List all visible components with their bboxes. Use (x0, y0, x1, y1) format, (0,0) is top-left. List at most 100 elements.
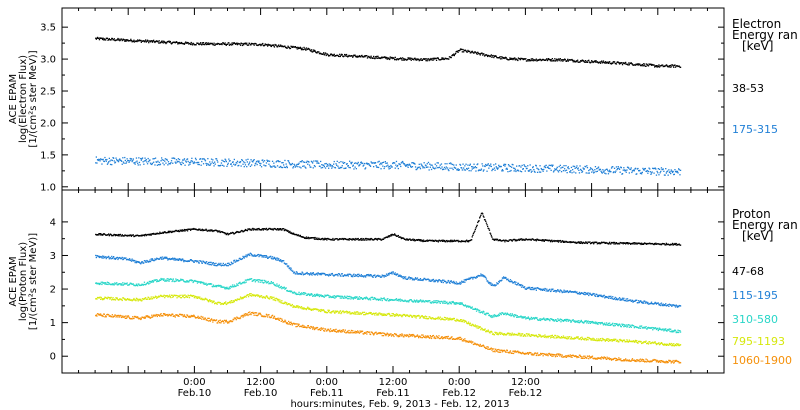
data-point (113, 256, 115, 258)
data-point (618, 243, 621, 245)
data-point (104, 156, 106, 159)
data-point (560, 241, 563, 243)
data-point (263, 164, 265, 166)
data-point (487, 163, 489, 165)
data-point (227, 265, 229, 267)
data-point (370, 237, 372, 240)
data-point (183, 230, 185, 232)
data-point (160, 160, 162, 162)
data-point (216, 230, 218, 232)
data-point (658, 328, 660, 330)
data-point (668, 169, 670, 171)
data-point (530, 58, 532, 60)
data-point (125, 39, 128, 41)
data-point (284, 45, 286, 47)
data-point (310, 49, 313, 51)
data-point (469, 164, 471, 166)
data-point (625, 171, 627, 173)
data-point (252, 279, 255, 282)
data-point (551, 164, 553, 166)
data-point (256, 163, 258, 166)
data-point (279, 287, 281, 289)
data-point (401, 59, 403, 61)
data-point (130, 40, 133, 42)
data-point (495, 239, 497, 241)
data-point (144, 40, 146, 42)
data-point (350, 238, 353, 240)
data-point (674, 171, 677, 173)
data-point (369, 239, 372, 241)
data-point (401, 161, 403, 163)
data-point (539, 318, 541, 320)
data-point (276, 165, 279, 167)
data-point (226, 43, 228, 45)
data-point (560, 59, 563, 61)
data-point (317, 51, 319, 53)
data-point (96, 255, 99, 257)
data-point (126, 158, 128, 160)
data-point (95, 37, 97, 39)
data-point (256, 228, 258, 230)
data-point (459, 163, 461, 166)
data-point (613, 171, 615, 173)
data-point (180, 163, 182, 165)
data-point (377, 237, 380, 240)
data-point (112, 284, 114, 286)
data-point (471, 307, 473, 309)
data-point (647, 172, 649, 174)
data-point (263, 279, 266, 282)
data-point (101, 233, 103, 235)
data-point (650, 173, 652, 175)
data-point (204, 159, 206, 161)
data-point (361, 54, 363, 57)
data-point (256, 44, 258, 46)
data-point (263, 256, 265, 258)
data-point (536, 171, 539, 173)
data-point (559, 164, 561, 166)
data-point (658, 66, 661, 68)
data-point (444, 300, 446, 302)
data-point (315, 238, 317, 240)
data-point (546, 170, 548, 172)
data-point (228, 44, 231, 46)
data-point (111, 299, 113, 301)
data-point (644, 327, 646, 329)
data-point (608, 324, 610, 326)
data-point (206, 43, 208, 46)
data-point (108, 255, 110, 258)
data-point (627, 64, 629, 66)
data-point (273, 46, 276, 48)
data-point (535, 316, 537, 319)
data-point (171, 157, 173, 159)
data-point (452, 54, 454, 56)
data-point (652, 64, 654, 66)
data-point (296, 272, 298, 274)
data-point (567, 320, 569, 322)
data-point (617, 168, 619, 170)
data-point (524, 316, 526, 319)
data-point (151, 40, 153, 42)
data-point (599, 322, 601, 324)
data-point (208, 164, 210, 166)
data-point (412, 162, 414, 164)
data-point (455, 303, 457, 305)
data-point (496, 238, 498, 240)
data-point (292, 292, 295, 294)
data-point (665, 244, 667, 246)
data-point (585, 320, 587, 322)
data-point (243, 256, 245, 258)
data-point (398, 275, 401, 277)
data-point (146, 259, 148, 262)
data-point (160, 277, 162, 280)
data-point (675, 242, 677, 245)
data-point (551, 165, 553, 167)
data-point (179, 162, 181, 164)
data-point (113, 160, 115, 162)
data-point (588, 294, 590, 297)
data-point (568, 59, 570, 61)
data-point (526, 317, 528, 319)
data-point (211, 161, 213, 163)
data-point (353, 238, 355, 240)
data-point (296, 48, 298, 50)
data-point (588, 59, 590, 61)
